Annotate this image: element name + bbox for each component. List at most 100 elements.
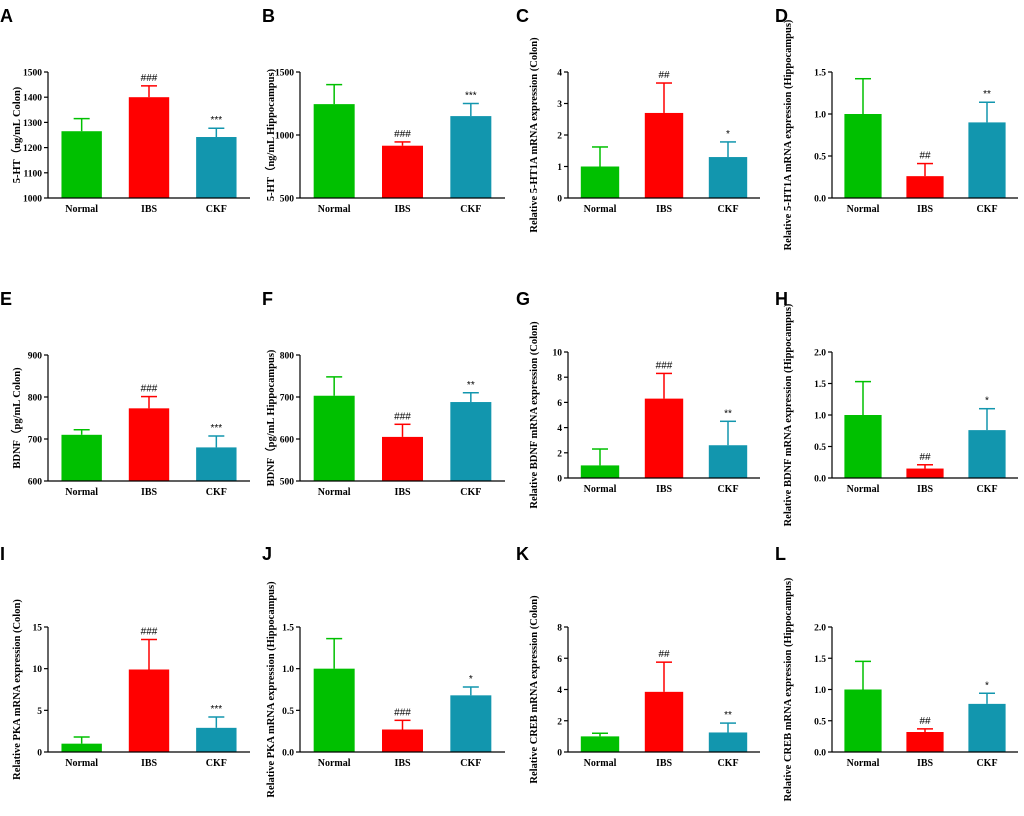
bar-ibs bbox=[382, 436, 423, 481]
panel-h: H Normal ## IBS * CKF 0.0 0.5 1.0 1.5 2.0 Relative … bbox=[775, 289, 1018, 526]
bar-ibs bbox=[906, 732, 944, 752]
significance-label: ** bbox=[983, 89, 991, 100]
bar-ibs bbox=[382, 729, 423, 752]
x-tick-label: CKF bbox=[717, 758, 738, 769]
bar-normal bbox=[313, 104, 355, 198]
y-tick-label: 8 bbox=[557, 374, 562, 384]
panel-l: L Normal ## IBS * CKF 0.0 0.5 1.0 1.5 2.0 Relative … bbox=[775, 544, 1018, 801]
bar-ckf bbox=[196, 137, 237, 198]
bar-normal bbox=[844, 114, 882, 198]
significance-label: * bbox=[469, 674, 473, 685]
panel-label-k: K bbox=[516, 544, 529, 564]
y-tick-label: 2.0 bbox=[814, 349, 826, 359]
bar-ckf bbox=[196, 447, 237, 481]
significance-label: * bbox=[726, 129, 730, 140]
y-tick-label: 500 bbox=[280, 478, 295, 488]
bar-normal bbox=[844, 415, 882, 478]
x-tick-label: IBS bbox=[141, 758, 158, 769]
bar-ibs bbox=[906, 176, 944, 198]
x-tick-label: Normal bbox=[847, 484, 880, 495]
x-tick-label: Normal bbox=[318, 204, 351, 215]
bar-ibs bbox=[644, 398, 684, 478]
x-tick-label: IBS bbox=[656, 758, 673, 769]
x-tick-label: Normal bbox=[65, 204, 98, 215]
y-tick-label: 1100 bbox=[24, 169, 43, 179]
y-tick-label: 15 bbox=[33, 624, 43, 634]
x-tick-label: IBS bbox=[917, 758, 934, 769]
panel-c: C Normal ## IBS * CKF 0 1 2 3 4 Relative 5-HT1A mRN… bbox=[516, 6, 760, 233]
y-tick-label: 0.5 bbox=[814, 153, 826, 163]
bar-ckf bbox=[968, 703, 1006, 752]
y-axis-label: Relative 5-HT1A mRNA expression (Hippoca… bbox=[783, 19, 794, 250]
y-axis-label: Relative CREB mRNA expression (Hippocamp… bbox=[783, 577, 794, 801]
x-tick-label: CKF bbox=[976, 484, 997, 495]
x-tick-label: Normal bbox=[847, 204, 880, 215]
panel-label-h: H bbox=[775, 289, 788, 309]
y-tick-label: 6 bbox=[557, 655, 562, 665]
significance-label: ### bbox=[656, 360, 673, 371]
y-tick-label: 0.5 bbox=[814, 443, 826, 453]
y-tick-label: 1.5 bbox=[814, 655, 826, 665]
significance-label: ### bbox=[394, 707, 411, 718]
bar-normal bbox=[580, 465, 620, 478]
panel-g: G Normal ### IBS ** CKF 0 2 4 6 8 10 Relative BDNF m… bbox=[516, 289, 760, 509]
y-tick-label: 0.5 bbox=[814, 717, 826, 727]
significance-label: *** bbox=[210, 704, 222, 715]
bar-ckf bbox=[708, 157, 748, 198]
y-tick-label: 4 bbox=[557, 424, 562, 434]
panel-i: I Normal ### IBS *** CKF 0 5 10 15 Relative PKA mR… bbox=[0, 544, 250, 780]
y-tick-label: 2 bbox=[557, 132, 562, 142]
y-tick-label: 1000 bbox=[23, 195, 42, 205]
significance-label: ** bbox=[467, 380, 475, 391]
significance-label: *** bbox=[210, 115, 222, 126]
x-tick-label: IBS bbox=[141, 487, 158, 498]
y-tick-label: 0.0 bbox=[814, 749, 826, 759]
bar-ibs bbox=[128, 408, 170, 481]
bar-ckf bbox=[450, 116, 492, 198]
x-tick-label: IBS bbox=[917, 484, 934, 495]
x-tick-label: IBS bbox=[394, 487, 411, 498]
y-axis-label: Relative PKA mRNA expression (Colon) bbox=[12, 599, 23, 780]
y-tick-label: 800 bbox=[28, 394, 43, 404]
bar-normal bbox=[313, 668, 355, 752]
y-tick-label: 700 bbox=[280, 394, 295, 404]
y-tick-label: 1.0 bbox=[814, 111, 826, 121]
panel-e: E Normal ### IBS *** CKF 600 700 800 900 BDNF（pg/m… bbox=[0, 289, 250, 498]
bar-ckf bbox=[968, 122, 1006, 198]
panel-label-b: B bbox=[262, 6, 275, 26]
y-axis-label: Relative BDNF mRNA expression (Hippocamp… bbox=[783, 303, 794, 526]
bar-ckf bbox=[708, 445, 748, 478]
panel-k: K Normal ## IBS ** CKF 0 2 4 6 8 Relative CREB mRNA… bbox=[516, 544, 760, 784]
significance-label: *** bbox=[210, 423, 222, 434]
y-tick-label: 500 bbox=[280, 195, 295, 205]
significance-label: ## bbox=[919, 151, 931, 162]
y-tick-label: 1500 bbox=[23, 69, 42, 79]
y-tick-label: 1200 bbox=[23, 144, 42, 154]
y-tick-label: 0.0 bbox=[814, 475, 826, 485]
x-tick-label: IBS bbox=[141, 204, 158, 215]
panel-label-j: J bbox=[262, 544, 272, 564]
significance-label: ### bbox=[394, 129, 411, 140]
bar-normal bbox=[580, 166, 620, 198]
y-tick-label: 0.0 bbox=[282, 749, 294, 759]
y-tick-label: 1500 bbox=[275, 69, 294, 79]
significance-label: ### bbox=[141, 73, 158, 84]
significance-label: ## bbox=[658, 70, 670, 81]
y-axis-label: Relative BDNF mRNA expression (Colon) bbox=[529, 321, 540, 509]
y-tick-label: 700 bbox=[28, 436, 43, 446]
y-tick-label: 1.0 bbox=[814, 686, 826, 696]
significance-label: ## bbox=[919, 716, 931, 727]
x-tick-label: Normal bbox=[584, 204, 617, 215]
bar-ibs bbox=[128, 669, 170, 752]
y-tick-label: 1.5 bbox=[814, 69, 826, 79]
bar-ckf bbox=[450, 402, 492, 481]
x-tick-label: Normal bbox=[584, 758, 617, 769]
bar-normal bbox=[844, 689, 882, 752]
significance-label: ** bbox=[724, 710, 732, 721]
y-tick-label: 1400 bbox=[23, 94, 42, 104]
y-tick-label: 2 bbox=[557, 449, 562, 459]
bar-ckf bbox=[196, 727, 237, 752]
y-tick-label: 10 bbox=[553, 349, 563, 359]
bar-ibs bbox=[906, 468, 944, 478]
bar-ibs bbox=[644, 112, 684, 198]
